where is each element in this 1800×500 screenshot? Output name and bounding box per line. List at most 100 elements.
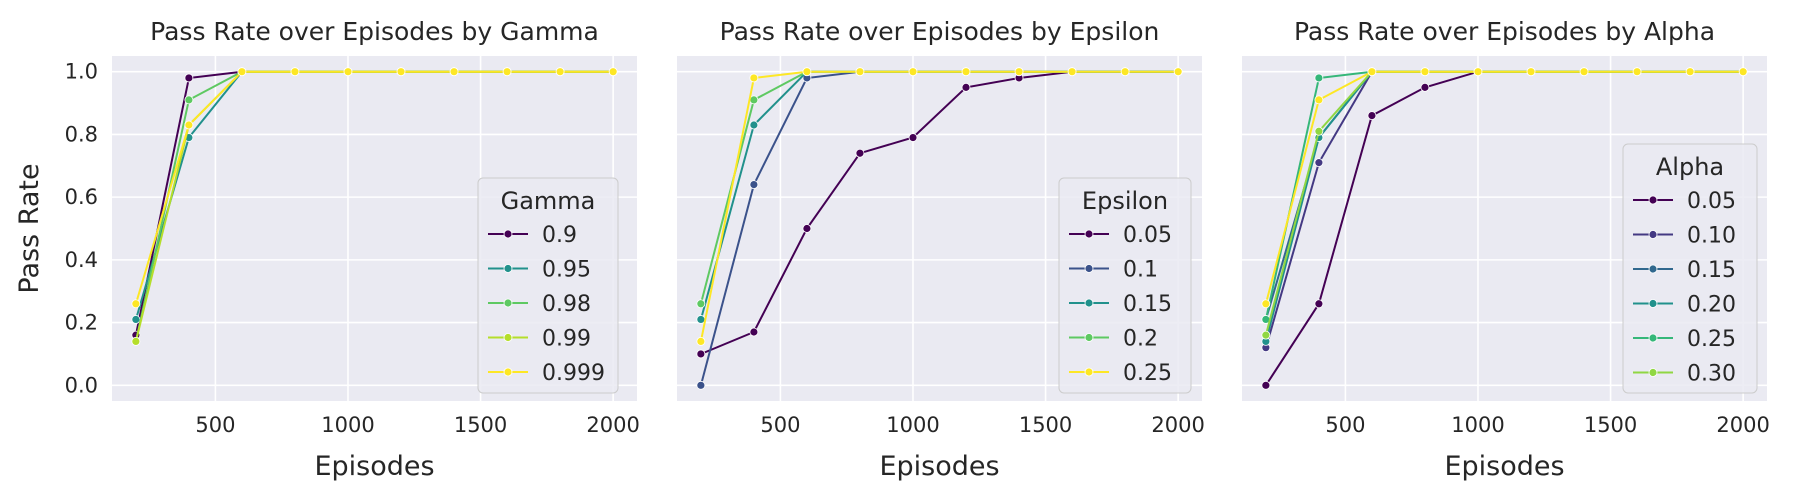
chart-title: Pass Rate over Episodes by Epsilon	[720, 17, 1160, 46]
y-tick-label: 0.6	[65, 185, 98, 209]
data-point	[749, 120, 759, 130]
data-point	[1473, 67, 1483, 77]
series-line	[1264, 70, 1744, 305]
legend-swatch-marker	[503, 333, 513, 342]
x-axis-label: Episodes	[314, 451, 434, 482]
data-point	[184, 95, 194, 105]
legend-swatch-marker	[1084, 333, 1094, 342]
data-point	[1261, 330, 1271, 340]
legend-box	[477, 177, 619, 394]
x-tick-label: 500	[760, 413, 800, 437]
data-point	[749, 180, 759, 189]
legend-label: 0.15	[1123, 292, 1172, 317]
series-0.999	[131, 67, 618, 309]
series-line	[134, 70, 614, 305]
data-point	[802, 67, 812, 77]
data-point	[184, 120, 194, 130]
data-point	[696, 337, 706, 346]
y-tick-label: 1.0	[65, 60, 98, 84]
data-point	[1173, 67, 1183, 77]
data-point	[961, 82, 971, 92]
data-point	[1314, 299, 1324, 309]
x-tick-label: 1000	[1451, 413, 1504, 437]
legend-swatch-marker	[1084, 298, 1094, 308]
legend-swatch-marker	[1648, 264, 1658, 274]
legend-label: 0.9	[542, 223, 577, 248]
data-point	[855, 148, 865, 158]
data-point	[1367, 111, 1377, 120]
legend-box	[1622, 143, 1758, 394]
y-axis-label: Pass Rate	[14, 163, 45, 293]
data-point	[802, 224, 812, 233]
x-tick-label: 1500	[454, 413, 507, 437]
legend-swatch-marker	[1084, 229, 1094, 239]
legend-label: 0.999	[542, 361, 605, 386]
x-tick-label: 1500	[1584, 413, 1637, 437]
legend-title: Gamma	[501, 187, 596, 215]
data-point	[855, 67, 865, 77]
legend-label: 0.20	[1687, 293, 1736, 318]
data-point	[131, 315, 141, 324]
data-point	[1067, 67, 1077, 77]
legend-label: 0.05	[1687, 189, 1736, 214]
data-point	[749, 327, 759, 337]
data-point	[1120, 67, 1130, 77]
x-tick-label: 2000	[1151, 413, 1204, 437]
legend-swatch-marker	[1648, 230, 1658, 239]
legend-label: 0.99	[542, 327, 591, 352]
data-point	[1420, 67, 1430, 77]
legend-swatch-marker	[1648, 368, 1658, 377]
data-point	[961, 67, 971, 77]
legend-swatch-marker	[1084, 264, 1094, 273]
data-point	[290, 67, 300, 77]
series-unlabeled-7	[1261, 67, 1748, 309]
data-point	[1420, 82, 1430, 92]
data-point	[696, 380, 706, 390]
data-point	[1579, 67, 1589, 77]
chart-title: Pass Rate over Episodes by Gamma	[150, 17, 599, 46]
chart-panel-3: Pass Rate over Episodes by Alpha 500 1000 1…	[1242, 17, 1770, 482]
legend: Alpha 0.05 0.10 0.15 0.20 0.25 0.30	[1622, 143, 1758, 394]
y-tick-label: 0.2	[65, 311, 98, 335]
x-tick-label: 1000	[886, 413, 939, 437]
x-tick-label: 1500	[1019, 413, 1072, 437]
chart-title: Pass Rate over Episodes by Alpha	[1294, 17, 1715, 46]
data-point	[696, 349, 706, 359]
chart-panel-2: Pass Rate over Episodes by Epsilon 500 100…	[677, 17, 1205, 482]
legend: Epsilon 0.05 0.1 0.15 0.2 0.25	[1058, 177, 1192, 394]
x-tick-label: 1000	[321, 413, 374, 437]
legend-swatch-marker	[503, 367, 513, 377]
x-tick-label: 500	[1325, 413, 1365, 437]
data-point	[1367, 67, 1377, 77]
chart-panel-1: Pass Rate over Episodes by Gamma 500 1000 1…	[14, 17, 640, 482]
y-tick-label: 0.0	[65, 373, 98, 397]
data-point	[184, 73, 194, 83]
data-point	[1314, 126, 1324, 136]
legend: Gamma 0.9 0.95 0.98 0.99 0.999	[477, 177, 619, 394]
legend-label: 0.15	[1687, 258, 1736, 283]
legend-swatch-marker	[1648, 195, 1658, 205]
x-tick-label: 2000	[586, 413, 639, 437]
legend-label: 0.25	[1687, 327, 1736, 352]
y-tick-label: 0.8	[65, 122, 98, 146]
data-point	[1261, 380, 1271, 390]
data-point	[1685, 67, 1695, 77]
data-point	[749, 73, 759, 83]
data-point	[502, 67, 512, 77]
data-point	[908, 133, 918, 142]
data-point	[396, 67, 406, 77]
y-tick-label: 0.4	[65, 248, 98, 272]
data-point	[555, 67, 565, 77]
legend-label: 0.95	[542, 258, 591, 283]
data-point	[449, 67, 459, 77]
data-point	[1314, 73, 1324, 83]
legend-label: 0.2	[1123, 327, 1158, 352]
legend-label: 0.10	[1687, 224, 1736, 249]
series-0.25	[696, 67, 1183, 346]
legend-swatch-marker	[503, 264, 513, 273]
legend-title: Alpha	[1656, 153, 1724, 181]
data-point	[1314, 95, 1324, 105]
x-axis-label: Episodes	[879, 451, 999, 482]
data-point	[696, 299, 706, 309]
